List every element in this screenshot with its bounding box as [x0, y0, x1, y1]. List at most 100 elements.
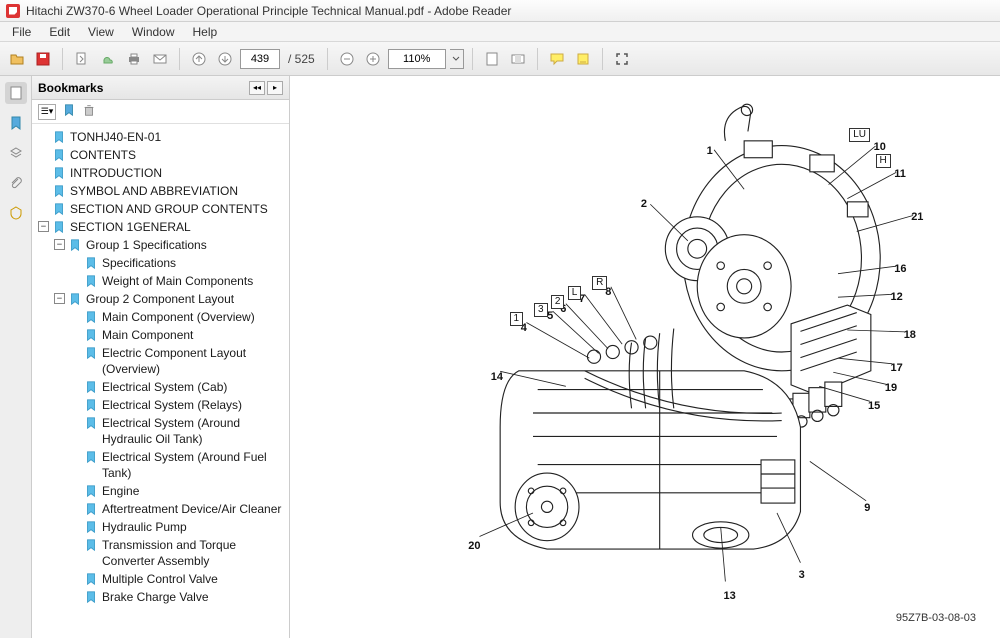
- bookmark-item[interactable]: SYMBOL AND ABBREVIATION: [32, 182, 289, 200]
- bookmark-label: Aftertreatment Device/Air Cleaner: [102, 501, 281, 517]
- titlebar: Hitachi ZW370-6 Wheel Loader Operational…: [0, 0, 1000, 22]
- bookmark-item[interactable]: −Group 2 Component Layout: [32, 290, 289, 308]
- bookmark-item[interactable]: Multiple Control Valve: [32, 570, 289, 588]
- page: 123456789101112131415161718192021LUHRL23…: [290, 76, 1000, 638]
- bookmarks-panel: Bookmarks ◂◂ ▸ ☰▾ TONHJ40-EN-01CONTENTSI…: [32, 76, 290, 638]
- menu-edit[interactable]: Edit: [41, 23, 78, 41]
- callout-box: LU: [849, 128, 870, 142]
- bookmarks-title: Bookmarks: [38, 81, 247, 95]
- bookmark-item[interactable]: Electrical System (Around Hydraulic Oil …: [32, 414, 289, 448]
- new-bookmark-button[interactable]: [62, 103, 76, 120]
- bookmark-icon: [84, 256, 98, 270]
- bookmark-item[interactable]: Electrical System (Around Fuel Tank): [32, 448, 289, 482]
- bookmark-icon: [84, 398, 98, 412]
- zoom-input[interactable]: [388, 49, 446, 69]
- fullscreen-button[interactable]: [611, 48, 633, 70]
- bookmarks-tab[interactable]: [5, 112, 27, 134]
- window-title: Hitachi ZW370-6 Wheel Loader Operational…: [26, 4, 511, 18]
- bookmark-item[interactable]: Brake Charge Valve: [32, 588, 289, 606]
- bookmark-item[interactable]: Hydraulic Pump: [32, 518, 289, 536]
- menu-file[interactable]: File: [4, 23, 39, 41]
- callout-number: 10: [874, 141, 886, 153]
- layers-tab[interactable]: [5, 142, 27, 164]
- collapse-icon[interactable]: −: [54, 239, 65, 250]
- bookmark-icon: [84, 380, 98, 394]
- export-button[interactable]: [71, 48, 93, 70]
- bookmark-label: Electrical System (Around Hydraulic Oil …: [102, 415, 285, 447]
- collapse-icon[interactable]: −: [54, 293, 65, 304]
- signatures-tab[interactable]: [5, 202, 27, 224]
- bookmark-item[interactable]: Electrical System (Cab): [32, 378, 289, 396]
- bookmark-label: SYMBOL AND ABBREVIATION: [70, 183, 238, 199]
- bookmark-icon: [52, 184, 66, 198]
- attachments-tab[interactable]: [5, 172, 27, 194]
- menu-window[interactable]: Window: [124, 23, 183, 41]
- bookmark-label: Electrical System (Cab): [102, 379, 227, 395]
- callout-box: 3: [534, 303, 548, 317]
- bookmark-item[interactable]: Electrical System (Relays): [32, 396, 289, 414]
- bookmark-label: Engine: [102, 483, 139, 499]
- zoom-out-button[interactable]: [336, 48, 358, 70]
- callout-number: 21: [911, 211, 923, 223]
- next-page-button[interactable]: [214, 48, 236, 70]
- collapse-right-button[interactable]: ▸: [267, 81, 283, 95]
- bookmark-label: Brake Charge Valve: [102, 589, 209, 605]
- bookmark-icon: [52, 130, 66, 144]
- print-button[interactable]: [123, 48, 145, 70]
- thumbnails-tab[interactable]: [5, 82, 27, 104]
- bookmark-item[interactable]: CONTENTS: [32, 146, 289, 164]
- collapse-icon[interactable]: −: [38, 221, 49, 232]
- delete-bookmark-button[interactable]: [82, 103, 96, 120]
- comment-button[interactable]: [546, 48, 568, 70]
- zoom-dropdown[interactable]: [450, 49, 464, 69]
- bookmark-icon: [84, 590, 98, 604]
- bookmark-item[interactable]: Electric Component Layout (Overview): [32, 344, 289, 378]
- email-button[interactable]: [149, 48, 171, 70]
- bookmark-item[interactable]: Weight of Main Components: [32, 272, 289, 290]
- page-input[interactable]: [240, 49, 280, 69]
- callout-number: 5: [547, 310, 553, 322]
- bookmark-item[interactable]: Aftertreatment Device/Air Cleaner: [32, 500, 289, 518]
- bookmark-item[interactable]: Transmission and Torque Converter Assemb…: [32, 536, 289, 570]
- bookmark-icon: [68, 238, 82, 252]
- callout-box: 1: [510, 312, 524, 326]
- bookmark-label: Electric Component Layout (Overview): [102, 345, 285, 377]
- fit-page-button[interactable]: [481, 48, 503, 70]
- bookmark-label: Main Component (Overview): [102, 309, 255, 325]
- bookmark-item[interactable]: −Group 1 Specifications: [32, 236, 289, 254]
- callout-box: H: [876, 154, 891, 168]
- callout-number: 20: [468, 540, 480, 552]
- save-button[interactable]: [32, 48, 54, 70]
- prev-page-button[interactable]: [188, 48, 210, 70]
- callout-number: 15: [868, 400, 880, 412]
- bookmark-tree[interactable]: TONHJ40-EN-01CONTENTSINTRODUCTIONSYMBOL …: [32, 124, 289, 638]
- bookmark-item[interactable]: INTRODUCTION: [32, 164, 289, 182]
- bookmark-item[interactable]: SECTION AND GROUP CONTENTS: [32, 200, 289, 218]
- bookmark-label: Transmission and Torque Converter Assemb…: [102, 537, 285, 569]
- highlight-button[interactable]: [572, 48, 594, 70]
- callout-number: 3: [799, 569, 805, 581]
- zoom-in-button[interactable]: [362, 48, 384, 70]
- open-button[interactable]: [6, 48, 28, 70]
- toolbar: / 525: [0, 42, 1000, 76]
- document-viewport[interactable]: 123456789101112131415161718192021LUHRL23…: [290, 76, 1000, 638]
- bookmark-item[interactable]: Main Component (Overview): [32, 308, 289, 326]
- callout-number: 13: [724, 590, 736, 602]
- menu-help[interactable]: Help: [185, 23, 226, 41]
- cloud-button[interactable]: [97, 48, 119, 70]
- bookmark-item[interactable]: Engine: [32, 482, 289, 500]
- bookmark-item[interactable]: Specifications: [32, 254, 289, 272]
- bookmark-label: SECTION AND GROUP CONTENTS: [70, 201, 268, 217]
- options-button[interactable]: ☰▾: [38, 104, 56, 120]
- bookmark-icon: [52, 202, 66, 216]
- bookmark-label: Electrical System (Relays): [102, 397, 242, 413]
- collapse-left-button[interactable]: ◂◂: [249, 81, 265, 95]
- menu-view[interactable]: View: [80, 23, 122, 41]
- bookmark-icon: [84, 502, 98, 516]
- callout-number: 2: [641, 198, 647, 210]
- technical-diagram: 123456789101112131415161718192021LUHRL23…: [350, 86, 960, 618]
- bookmark-item[interactable]: −SECTION 1GENERAL: [32, 218, 289, 236]
- bookmark-item[interactable]: TONHJ40-EN-01: [32, 128, 289, 146]
- bookmark-item[interactable]: Main Component: [32, 326, 289, 344]
- fit-width-button[interactable]: [507, 48, 529, 70]
